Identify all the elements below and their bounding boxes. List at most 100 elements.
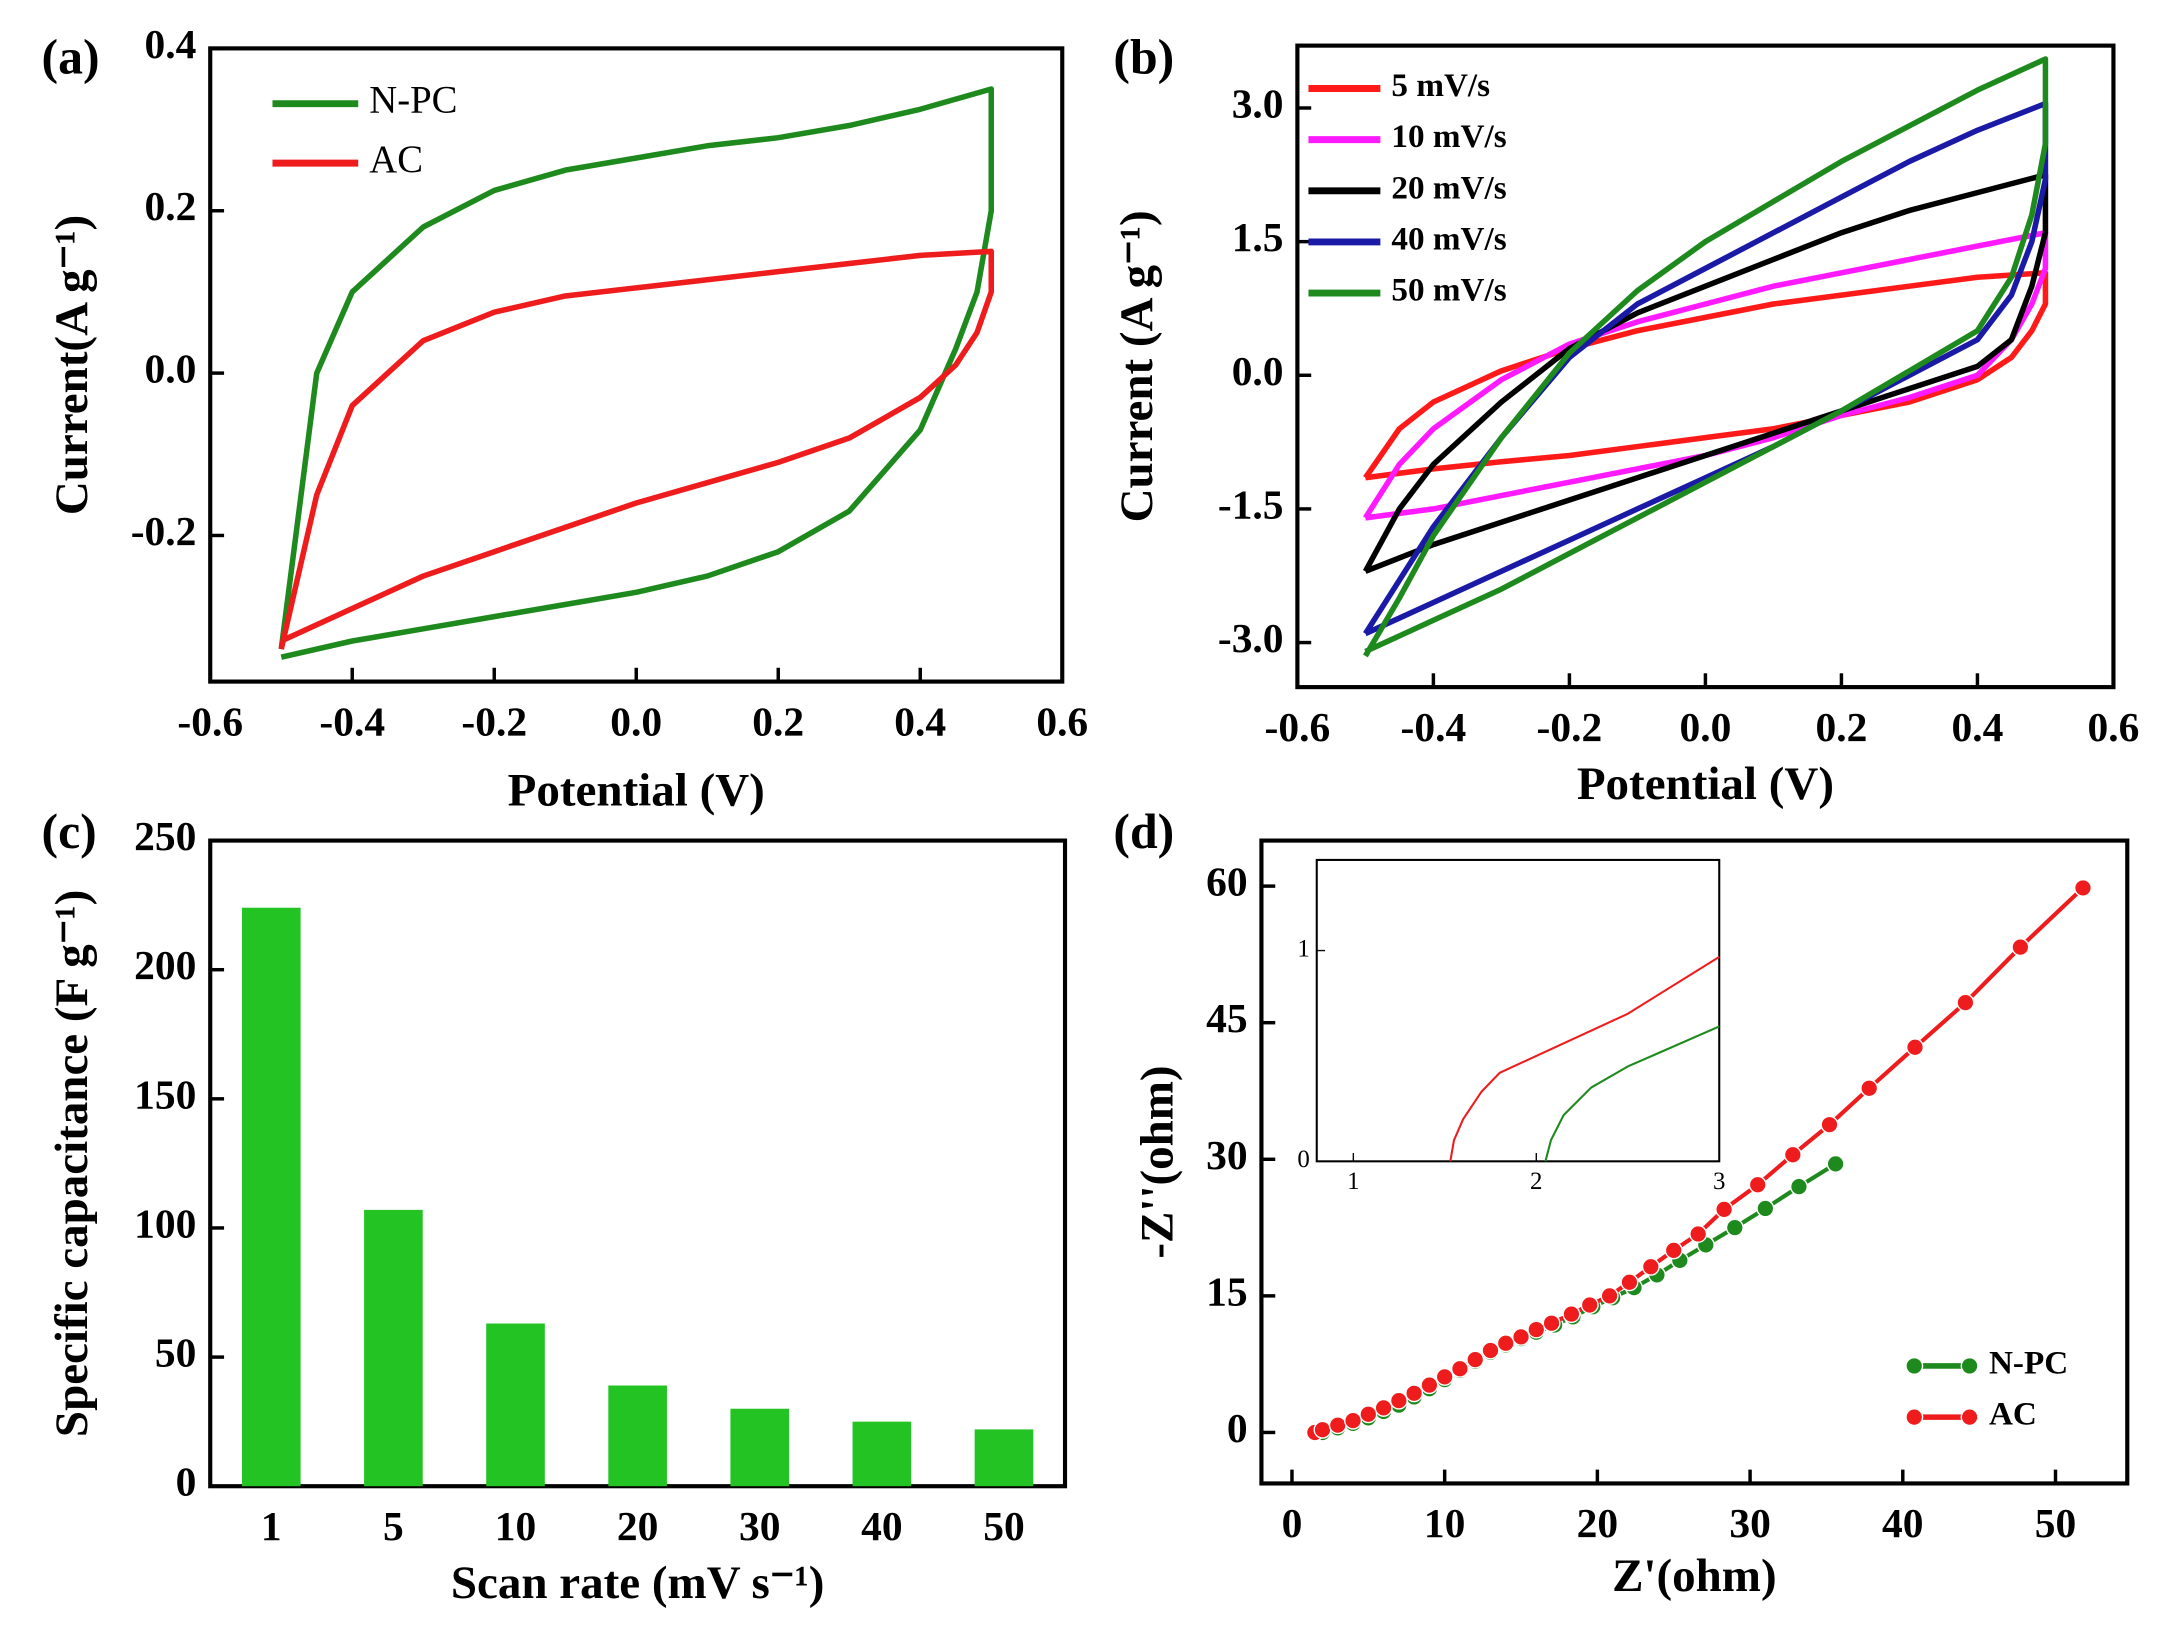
x-tick-label: 50 [2035,1500,2076,1546]
marker [1783,1145,1802,1164]
bar [364,1209,423,1487]
legend-marker [1960,1356,1979,1375]
bar [486,1323,545,1487]
y-axis-label: Current(A g⁻¹) [46,215,98,515]
x-tick-label: -0.6 [1265,704,1331,750]
y-tick-label: 1 [1297,935,1309,962]
x-tick-label: 10 [1424,1500,1465,1546]
y-tick-label: 0 [1297,1146,1309,1173]
y-tick-label: 150 [134,1071,196,1117]
marker [1756,1199,1775,1218]
x-tick-label: -0.2 [461,698,527,744]
panel-label: (d) [1113,804,1174,859]
marker [1313,1420,1332,1439]
bar [852,1421,912,1487]
marker [1481,1341,1500,1360]
y-tick-label: 250 [134,813,196,859]
legend-label: N-PC [369,80,457,122]
y-tick-label: 0 [1227,1405,1248,1451]
panel-label: (a) [41,30,99,85]
marker [1906,1038,1925,1057]
marker [1344,1411,1363,1430]
x-tick-label: 3 [1713,1168,1725,1195]
x-tick-label: 0.4 [894,698,946,744]
marker [1328,1416,1347,1435]
marker [1420,1376,1439,1395]
legend-label: 5 mV/s [1391,67,1490,104]
y-tick-label: 30 [1206,1132,1247,1178]
x-tick-label: 40 [1882,1500,1923,1546]
legend-label: AC [1989,1396,2037,1433]
marker [1664,1241,1683,1260]
panel-label: (c) [41,804,96,859]
y-axis-label: -Z''(ohm) [1132,1065,1184,1258]
y-tick-label: 0.0 [145,346,197,392]
plot-frame [1259,838,2130,1486]
y-tick-label: 15 [1206,1268,1247,1314]
marker [1496,1334,1515,1353]
bar [730,1408,790,1487]
marker [1542,1314,1561,1333]
y-tick-label: 3.0 [1232,81,1284,127]
marker [1527,1320,1546,1339]
marker [1956,993,1975,1012]
x-tick-label: 2 [1530,1168,1542,1195]
y-tick-label: 200 [134,942,196,988]
legend-marker [1905,1356,1924,1375]
x-axis-label: Z'(ohm) [1612,1550,1777,1602]
y-tick-label: -0.2 [131,508,197,554]
x-tick-label: 20 [1577,1500,1618,1546]
marker [1789,1177,1808,1196]
marker [1389,1391,1408,1410]
x-axis-label: Scan rate (mV s⁻¹) [451,1557,825,1609]
marker [1466,1350,1485,1369]
marker [1580,1295,1599,1314]
plot-frame [208,46,1065,684]
y-tick-label: -1.5 [1218,481,1284,527]
marker [1620,1273,1639,1292]
legend-marker [1905,1408,1924,1427]
marker [1725,1218,1744,1237]
bar [241,907,301,1487]
series-line [1363,229,2049,521]
series-line [278,86,995,660]
x-tick-label: 0 [1282,1500,1303,1546]
x-tick-label: 10 [495,1503,536,1549]
series-line [1449,956,1720,1162]
marker [1689,1224,1708,1243]
x-tick-label: 0.2 [1815,704,1867,750]
x-tick-label: 30 [1729,1500,1770,1546]
marker [1435,1367,1454,1386]
series-line [1363,56,2049,658]
legend-label: AC [369,139,423,181]
x-tick-label: 0.0 [610,698,662,744]
panel-label: (b) [1113,30,1174,85]
marker [1748,1175,1767,1194]
marker [1641,1257,1660,1276]
marker [1826,1154,1845,1173]
series-line [278,248,995,650]
y-axis-label: Current (A g⁻¹) [1111,210,1163,522]
legend-label: 40 mV/s [1391,221,1506,258]
y-tick-label: 60 [1206,859,1247,905]
y-tick-label: 100 [134,1200,196,1246]
marker [1374,1398,1393,1417]
legend-marker [1960,1408,1979,1427]
y-tick-label: 0.2 [145,183,197,229]
legend-label: N-PC [1989,1345,2068,1382]
marker [1512,1327,1531,1346]
y-tick-label: 0.0 [1232,348,1284,394]
x-tick-label: 30 [739,1503,780,1549]
legend-label: 50 mV/s [1391,272,1506,309]
bar [974,1429,1034,1487]
marker [1820,1115,1839,1134]
x-tick-label: 5 [383,1503,404,1549]
marker [1715,1200,1734,1219]
series-line [1363,100,2049,637]
y-tick-label: 0.4 [145,21,197,67]
x-axis-label: Potential (V) [508,765,765,817]
x-tick-label: -0.6 [177,698,243,744]
marker [1562,1305,1581,1324]
x-tick-label: 40 [861,1503,902,1549]
x-tick-label: -0.4 [1401,704,1467,750]
